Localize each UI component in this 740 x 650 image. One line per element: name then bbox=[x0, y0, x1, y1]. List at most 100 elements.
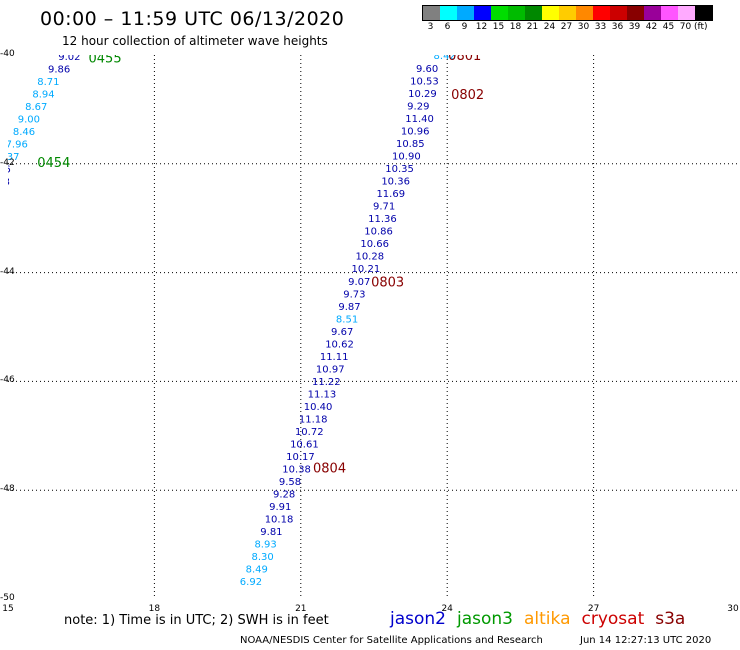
swh-value: 10.86 bbox=[364, 227, 393, 238]
credit-line: NOAA/NESDIS Center for Satellite Applica… bbox=[240, 635, 543, 646]
legend-label: 15 bbox=[492, 22, 505, 32]
satellite-name-jason3: jason3 bbox=[457, 609, 513, 629]
footnote: note: 1) Time is in UTC; 2) SWH is in fe… bbox=[64, 613, 329, 628]
satellite-name-altika: altika bbox=[524, 609, 571, 629]
pass-time-label: 0803 bbox=[371, 275, 404, 290]
swh-value: 10.18 bbox=[265, 514, 294, 525]
legend-label: (ft) bbox=[694, 22, 708, 32]
longitude-label: 24 bbox=[441, 604, 453, 614]
swh-value: 10.72 bbox=[295, 427, 324, 438]
latitude-label: -50 bbox=[0, 593, 15, 603]
swh-value: 8.46 bbox=[13, 127, 35, 138]
legend-swatch bbox=[542, 6, 559, 20]
satellite-name-s3a: s3a bbox=[655, 609, 686, 629]
legend-label: 42 bbox=[645, 22, 658, 32]
swh-value: 9.07 bbox=[348, 277, 370, 288]
swh-value: 9.29 bbox=[407, 102, 429, 113]
swh-value: 9.87 bbox=[338, 302, 360, 313]
map-panel: 8.42 9.60 10.53 10.29 9.29 11.40 10.96 10.85 10.… bbox=[8, 55, 740, 599]
page-title: 00:00 – 11:59 UTC 06/13/2020 bbox=[40, 8, 345, 30]
legend-label: 18 bbox=[509, 22, 522, 32]
swh-value: 10.17 bbox=[286, 452, 315, 463]
satellite-name-cryosat: cryosat bbox=[581, 609, 645, 629]
color-legend bbox=[422, 5, 713, 21]
legend-swatch bbox=[661, 6, 678, 20]
swh-value: 10.85 bbox=[396, 139, 425, 150]
legend-swatch bbox=[678, 6, 695, 20]
legend-swatch bbox=[593, 6, 610, 20]
swh-value: 11.18 bbox=[299, 414, 328, 425]
legend-swatch bbox=[423, 6, 440, 20]
swh-value: 9.91 bbox=[269, 502, 291, 513]
latitude-label: -40 bbox=[0, 49, 15, 59]
longitude-label: 18 bbox=[148, 604, 161, 614]
legend-label: 3 bbox=[427, 22, 434, 32]
legend-swatch bbox=[525, 6, 542, 20]
swh-value: 10.36 bbox=[381, 177, 410, 188]
generated-timestamp: Jun 14 12:27:13 UTC 2020 bbox=[580, 635, 712, 646]
swh-value: 9.60 bbox=[416, 64, 438, 75]
legend-label: 70 bbox=[679, 22, 692, 32]
longitude-label: 30 bbox=[727, 604, 739, 614]
legend-label: 27 bbox=[560, 22, 573, 32]
swh-value: 8.42 bbox=[434, 55, 456, 62]
swh-value: 10.40 bbox=[304, 402, 333, 413]
legend-label: 33 bbox=[594, 22, 607, 32]
swh-value: 11.13 bbox=[308, 389, 337, 400]
swh-value: 10.90 bbox=[392, 152, 421, 163]
pass-time-label: 0802 bbox=[451, 88, 484, 103]
swh-value: 10.66 bbox=[360, 239, 389, 250]
legend-swatch bbox=[610, 6, 627, 20]
swh-value: 8.30 bbox=[252, 552, 274, 563]
swh-value: 6.92 bbox=[240, 577, 262, 588]
swh-value: 10.61 bbox=[290, 439, 319, 450]
legend-swatch bbox=[457, 6, 474, 20]
legend-swatch bbox=[627, 6, 644, 20]
swh-value: 11.69 bbox=[376, 189, 405, 200]
legend-swatch bbox=[695, 6, 712, 20]
legend-swatch bbox=[508, 6, 525, 20]
swh-value: 7.96 bbox=[8, 140, 28, 151]
longitude-label: 15 bbox=[2, 604, 14, 614]
swh-value: 9.02 bbox=[58, 55, 80, 63]
swh-value: 10.68 bbox=[8, 177, 10, 188]
latitude-label: -46 bbox=[0, 375, 15, 386]
swh-value: 9.00 bbox=[18, 115, 40, 126]
pass-time-label: 0804 bbox=[313, 461, 346, 476]
swh-value: 9.28 bbox=[273, 489, 295, 500]
pass-time-label: 0455 bbox=[89, 55, 122, 67]
swh-value: 8.49 bbox=[246, 565, 268, 576]
page-subtitle: 12 hour collection of altimeter wave hei… bbox=[62, 34, 328, 48]
swh-value: 8.51 bbox=[336, 314, 358, 325]
swh-value: 10.62 bbox=[325, 339, 354, 350]
legend-swatch bbox=[644, 6, 661, 20]
longitude-label: 27 bbox=[587, 604, 600, 614]
swh-value: 10.38 bbox=[282, 464, 311, 475]
satellite-legend: jason2 jason3 altika cryosat s3a bbox=[390, 609, 696, 629]
swh-value: 10.97 bbox=[316, 364, 345, 375]
legend-label: 6 bbox=[444, 22, 451, 32]
swh-value: 9.96 bbox=[8, 165, 11, 176]
swh-value: 8.37 bbox=[8, 152, 20, 163]
legend-swatch bbox=[440, 6, 457, 20]
swh-value: 9.71 bbox=[373, 202, 395, 213]
legend-label: 30 bbox=[577, 22, 590, 32]
swh-value: 9.67 bbox=[331, 327, 353, 338]
pass-time-label: 0801 bbox=[448, 55, 481, 64]
swh-value: 8.94 bbox=[32, 90, 54, 101]
swh-value: 11.11 bbox=[320, 352, 349, 363]
latitude-label: -48 bbox=[0, 484, 15, 495]
legend-label: 12 bbox=[475, 22, 488, 32]
pass-time-label: 0454 bbox=[37, 156, 70, 171]
legend-swatch bbox=[559, 6, 576, 20]
swh-value: 8.71 bbox=[37, 77, 59, 88]
swh-value: 10.21 bbox=[352, 264, 381, 275]
color-legend-labels: 3 6 9 12 15 18 21 24 27 30 33 36 39 42 45 70 (ft) bbox=[422, 22, 740, 34]
legend-label: 36 bbox=[611, 22, 624, 32]
legend-swatch bbox=[491, 6, 508, 20]
swh-value: 10.53 bbox=[410, 77, 439, 88]
latitude-label: -44 bbox=[0, 266, 15, 277]
legend-label: 21 bbox=[526, 22, 539, 32]
